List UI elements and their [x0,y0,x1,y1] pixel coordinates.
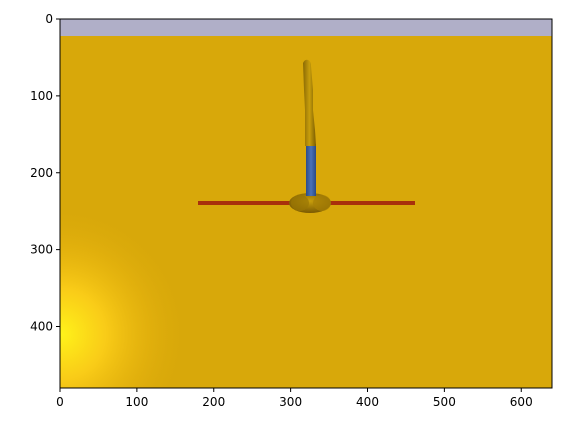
rendered-scene [60,19,552,388]
x-tick-label: 300 [279,395,302,409]
sky-band [60,19,552,36]
x-axis-ticks: 0 100 200 300 400 500 600 [56,388,533,409]
x-tick-label: 600 [510,395,533,409]
x-tick-label: 100 [125,395,148,409]
pendulum-pole [303,59,316,146]
y-axis-ticks: 0 100 200 300 400 [30,12,60,334]
light-glow [60,204,190,388]
y-tick-label: 100 [30,89,53,103]
x-tick-label: 500 [433,395,456,409]
cart-wheel-right [313,195,331,211]
y-tick-label: 200 [30,166,53,180]
cart-wheel-left [291,195,309,211]
cart-column [306,144,316,196]
y-tick-label: 0 [45,12,53,26]
x-tick-label: 200 [202,395,225,409]
y-tick-label: 300 [30,243,53,257]
axes-frame [59,18,553,389]
x-tick-label: 400 [356,395,379,409]
y-tick-label: 400 [30,320,53,334]
x-tick-label: 0 [56,395,64,409]
